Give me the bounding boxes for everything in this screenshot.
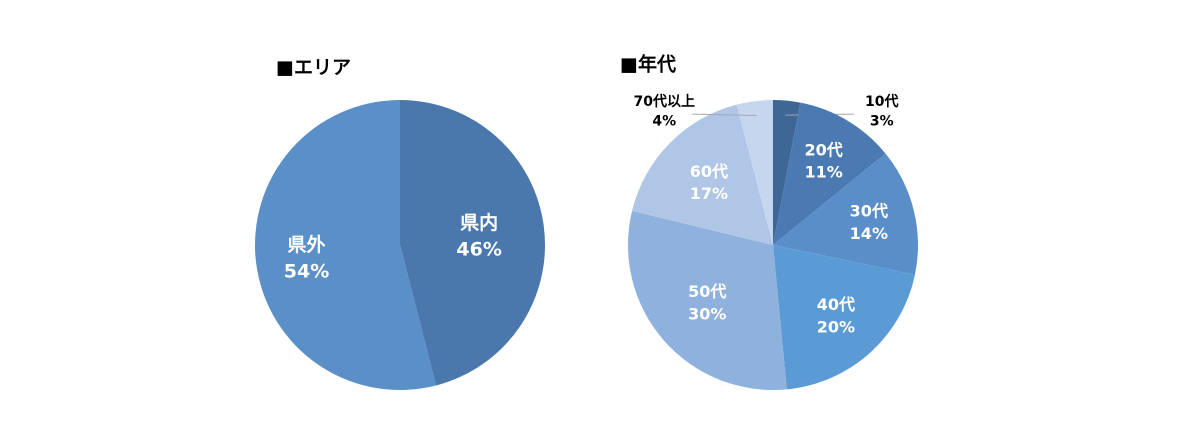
slice-value-label: 11% — [805, 163, 843, 182]
leader-line — [692, 113, 757, 117]
slice-label: 30代 — [850, 202, 888, 221]
slice-label: 10代 — [865, 93, 898, 110]
slice-label: 県内 — [460, 211, 498, 234]
slice-label: 20代 — [805, 140, 843, 159]
slice-value-label: 17% — [690, 184, 728, 203]
slice-value-label: 3% — [870, 113, 894, 129]
pie-slice — [773, 102, 886, 246]
slice-value-label: 4% — [652, 113, 676, 129]
pie-slice — [773, 245, 915, 390]
slice-label: 県外 — [287, 233, 325, 256]
pie-slice — [254, 100, 437, 390]
slice-label: 40代 — [817, 295, 855, 314]
slice-value-label: 20% — [817, 318, 855, 337]
chart-title: ■年代 — [620, 53, 676, 76]
slice-value-label: 46% — [456, 239, 501, 261]
slice-label: 70代以上 — [634, 93, 695, 110]
pie-slice — [400, 100, 545, 386]
pie-slice — [773, 153, 918, 275]
slice-value-label: 30% — [688, 304, 726, 323]
chart-title: ■エリア — [276, 57, 351, 79]
slice-value-label: 14% — [850, 224, 888, 243]
slice-label: 60代 — [690, 162, 728, 181]
pie-slice — [773, 100, 801, 245]
pie-slice — [736, 100, 773, 245]
slice-value-label: 54% — [284, 261, 329, 283]
slice-label: 50代 — [688, 282, 726, 301]
pie-slice — [632, 104, 773, 246]
pie-slice — [628, 210, 787, 390]
